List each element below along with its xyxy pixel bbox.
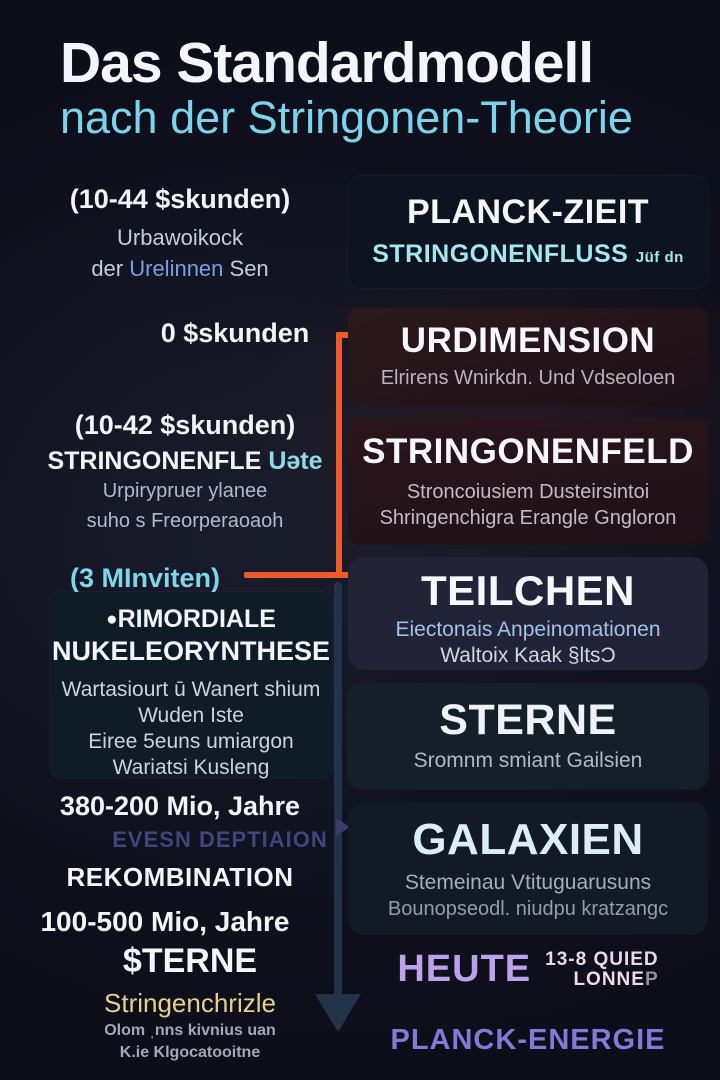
planck-energie-label: PLANCK-ENERGIE xyxy=(390,1024,666,1056)
stage-subtitle: STRINGONENFLUSS Jüf dn xyxy=(348,240,708,269)
stage-card-galaxien: GALAXIEN Stemeinau Vtituguarusuns Bounop… xyxy=(348,802,708,935)
footnote-line: Olom ˌnns kivnius uan xyxy=(104,1022,276,1039)
timeline-entry-stringonenfle: (10-42 $skunden) STRINGONENFLE Uəte Urpi… xyxy=(35,410,335,536)
heute-annotation-top: 13-8 QUIED xyxy=(545,949,659,970)
stage-subtitle: Stroncoiusiem Dusteirsintoi Shringenchig… xyxy=(348,479,708,531)
stage-card-sterne: STERNE Sromnm smiant Gailsien xyxy=(348,684,708,789)
stage-subtitle: Elrirens Wnirkdn. Und Vdseoloen xyxy=(380,367,676,389)
timeline-label-evesn: EVESN DEPTIAION xyxy=(112,827,328,852)
timeline-footnote: Olom ˌnns kivnius uan K.ie Klgocatooitne xyxy=(40,1020,340,1064)
timeline-label: STRINGONENFLE Uəte xyxy=(35,446,335,476)
card-body-line: Wartasiourt ū Wanert shium xyxy=(61,678,321,701)
card-body: Wartasiourt ū Wanert shium Wuden Iste Ei… xyxy=(50,677,332,781)
stage-subtitle: Sromnm smiant Gailsien xyxy=(413,749,643,772)
stage-subtitle-line: Waltoix Kaak §ltsƆ xyxy=(440,644,616,667)
heute-annotation-bottom: LONNEP xyxy=(545,970,658,990)
stage-subtitle-line: Shringenchigra Erangle Gngloron xyxy=(379,507,677,529)
timeline-label-rekombination: REKOMBINATION xyxy=(66,862,294,892)
timeline-caption: suho s Freorperaoaoh xyxy=(86,510,284,532)
timeline-time: (10-42 $skunden) xyxy=(74,410,296,440)
stage-subtitle-line: Bounopseodl. niudpu kratzangc xyxy=(387,898,669,920)
stage-subtitle-line: Stroncoiusiem Dusteirsintoi xyxy=(406,481,650,503)
timeline-connector-top xyxy=(336,332,356,338)
stage-card-planck-zeit: PLANCK-ZIEIT STRINGONENFLUSS Jüf dn xyxy=(348,176,708,288)
label-highlight: Uəte xyxy=(268,447,323,475)
caption-text: der xyxy=(91,256,130,281)
footnote-line: K.ie Klgocatooitne xyxy=(119,1044,261,1061)
caption-text: Sen xyxy=(223,256,269,281)
card-title-line2: NUKELEORYNTHESE xyxy=(51,636,331,666)
card-title: ●RIMORDIALE xyxy=(50,605,332,634)
timeline-entry-minutes: (3 MInviten) xyxy=(69,563,220,593)
timeline-caption: Urpirypruer ylanee xyxy=(102,480,268,502)
card-title-text: RIMORDIALE xyxy=(117,605,276,633)
stage-card-stringonenfeld: STRINGONENFELD Stroncoiusiem Dusteirsint… xyxy=(348,418,708,545)
annotation-text: LONNE xyxy=(573,969,645,990)
timeline-arrow-down-icon xyxy=(315,994,361,1032)
timeline-arrow-line xyxy=(334,582,342,996)
stage-title: TEILCHEN xyxy=(421,567,635,614)
caption-highlight: Urelinnen xyxy=(129,256,224,281)
stage-title: URDIMENSION xyxy=(400,321,656,360)
timeline-entry-planck: (10-44 $skunden) Urbawoikock der Urelinn… xyxy=(40,184,320,284)
timeline-time: (10-44 $skunden) xyxy=(69,184,291,214)
stage-card-teilchen: TEILCHEN Eiectonais Anpeinomationen Walt… xyxy=(348,557,708,670)
timeline-caption: Urbawoikock xyxy=(117,225,243,250)
card-body-line: Eiree 5euns umiargon xyxy=(88,730,294,753)
timeline-label-sterne: $TERNE xyxy=(122,942,258,980)
timeline-entry-zero: 0 $skunden xyxy=(110,318,360,349)
bullet-icon: ● xyxy=(106,609,118,630)
heute-annotation: 13-8 QUIED LONNEP xyxy=(545,950,658,990)
timeline-label-stringenchrizle: Stringenchrizle xyxy=(104,988,276,1018)
card-body-line: Wuden Iste xyxy=(138,704,244,727)
stage-subtitle-line: Stemeinau Vtituguarusuns xyxy=(404,871,652,894)
heute-label: HEUTE xyxy=(397,948,532,990)
page-title: Das Standardmodell xyxy=(60,31,594,95)
stage-subtitle-line: Eiectonais Anpeinomationen xyxy=(395,618,661,641)
stage-subtitle-small: Jüf dn xyxy=(635,249,684,266)
stage-title: PLANCK-ZIEIT xyxy=(406,193,650,231)
timeline-connector-vertical xyxy=(336,332,342,578)
timeline-arrow-right-icon xyxy=(336,818,350,836)
annotation-suffix: P xyxy=(644,969,659,990)
heute-row: HEUTE 13-8 QUIED LONNEP xyxy=(348,948,708,991)
timeline-entry-100-500: 100-500 Mio, Jahre xyxy=(40,906,290,937)
card-body-line: Wariatsi Kusleng xyxy=(112,756,270,779)
page-subtitle: nach der Stringonen-Theorie xyxy=(60,92,633,143)
stage-subtitle-text: STRINGONENFLUSS xyxy=(372,240,629,268)
timeline-connector-bottom xyxy=(244,572,356,578)
timeline-entry-380: 380-200 Mio, Jahre xyxy=(30,791,330,822)
label-text: STRINGONENFLE xyxy=(47,447,269,475)
stage-title: STRINGONENFELD xyxy=(362,432,694,471)
stage-card-urdimension: URDIMENSION Elrirens Wnirkdn. Und Vdseol… xyxy=(348,308,708,406)
timeline-time: 0 $skunden xyxy=(160,318,310,348)
nucleosynthesis-card: ●RIMORDIALE NUKELEORYNTHESE Wartasiourt … xyxy=(50,592,332,781)
timeline-caption: der Urelinnen Sen xyxy=(40,253,320,284)
stage-title: GALAXIEN xyxy=(412,815,644,864)
timeline-time: 380-200 Mio, Jahre xyxy=(59,791,301,821)
stage-title: STERNE xyxy=(439,696,617,744)
